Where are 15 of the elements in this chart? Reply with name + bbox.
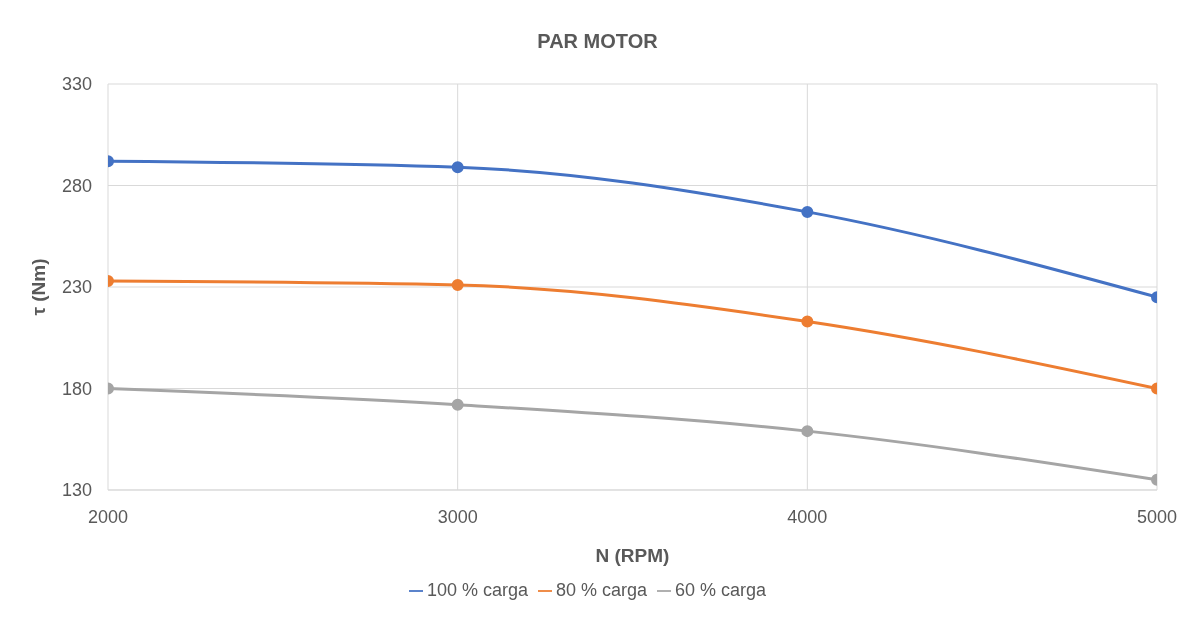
x-tick-label: 4000 (787, 506, 828, 527)
y-tick-label: 230 (61, 277, 92, 298)
legend-label: 100 % carga (426, 580, 528, 600)
y-tick-label: 130 (61, 480, 92, 501)
y-tick-label: 330 (61, 74, 92, 95)
y-tick-label: 280 (61, 175, 92, 196)
x-axis-title: N (RPM) (595, 545, 670, 566)
y-axis-title: τ (Nm) (27, 258, 49, 316)
chart-title: PAR MOTOR (536, 29, 659, 54)
x-tick-label: 2000 (87, 506, 129, 527)
legend-label: 80 % carga (555, 580, 648, 600)
x-tick-label: 5000 (1136, 506, 1178, 527)
x-tick-label: 3000 (437, 506, 478, 527)
y-tick-label: 180 (61, 378, 92, 399)
legend-label: 60 % carga (675, 580, 767, 600)
